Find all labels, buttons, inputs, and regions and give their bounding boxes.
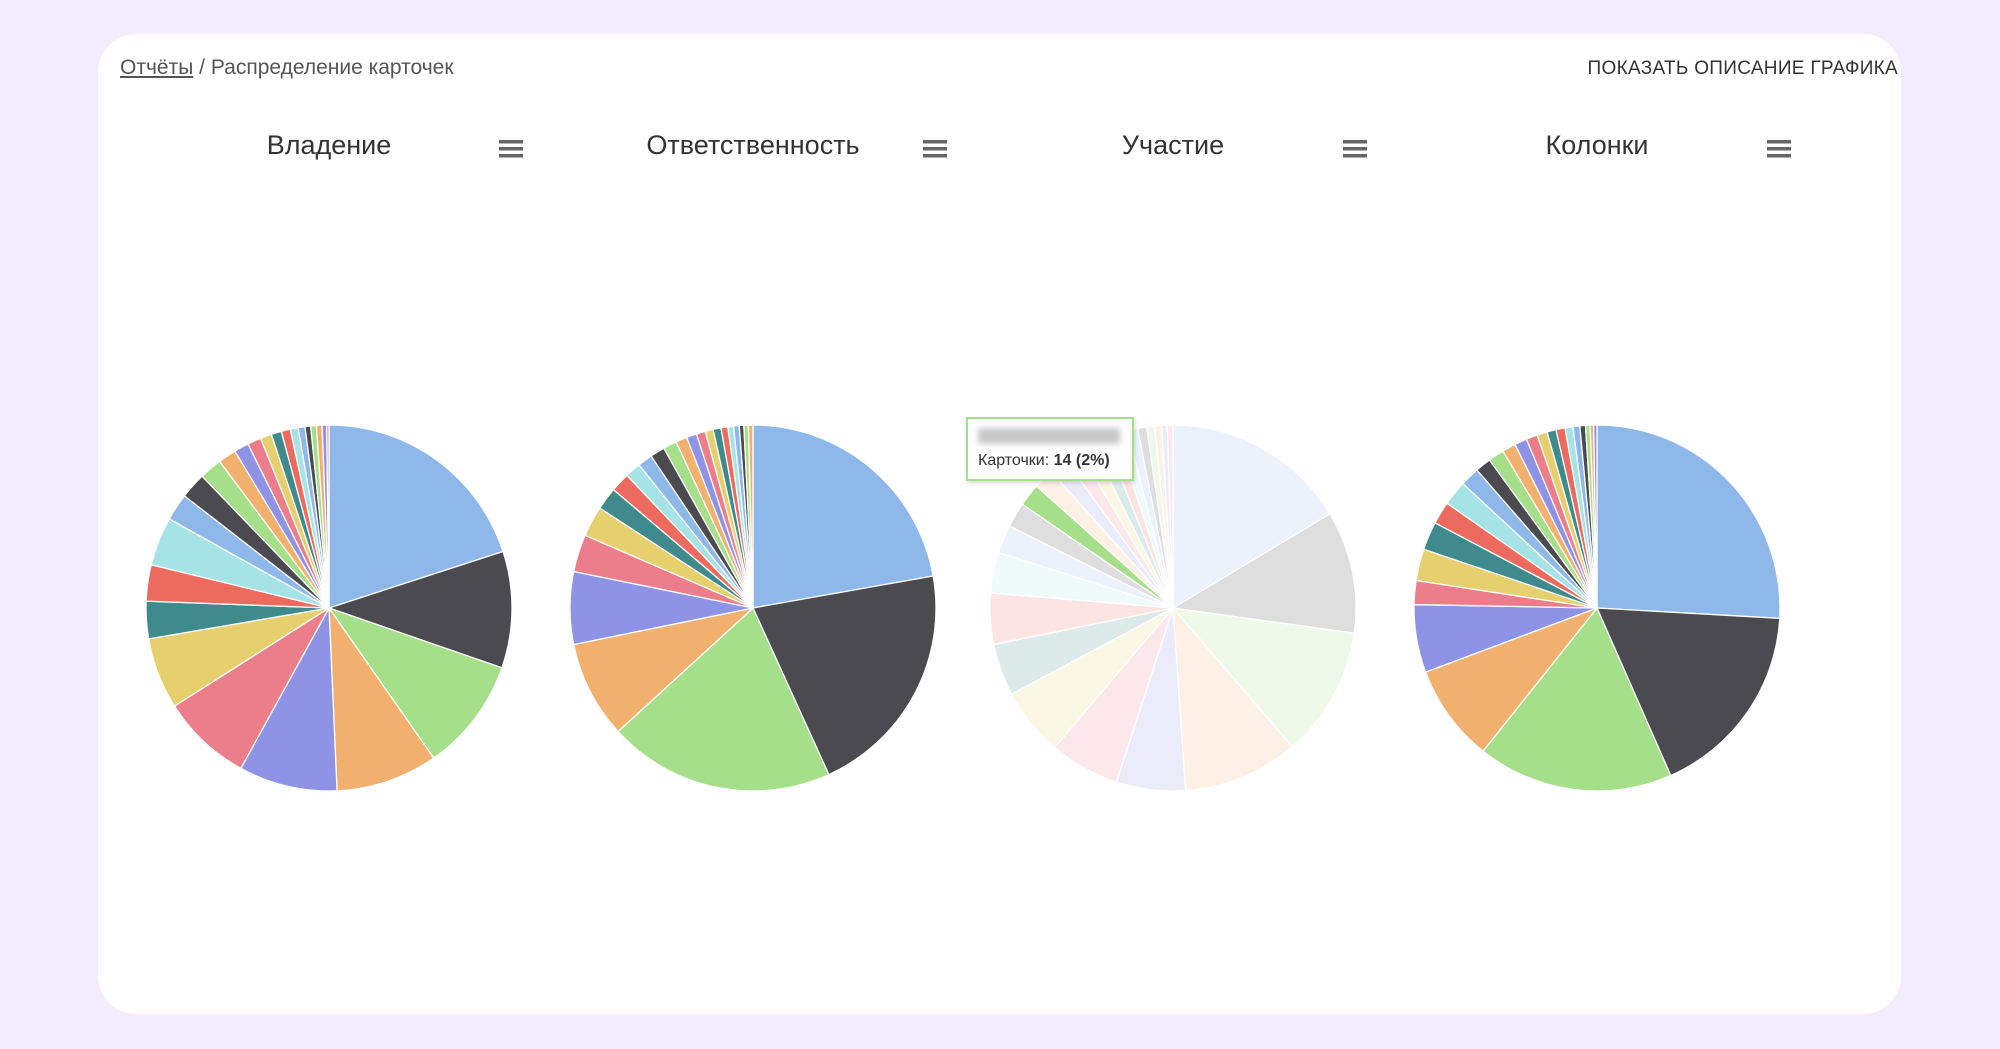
pie-slice xyxy=(747,424,754,609)
tooltip-value: 14 (2%) xyxy=(1053,452,1110,469)
menu-icon-bar xyxy=(1343,147,1367,151)
breadcrumb-current: Распределение карточек xyxy=(210,56,454,79)
menu-icon-bar xyxy=(1767,140,1791,144)
pie-slice xyxy=(617,606,830,792)
menu-icon-bar xyxy=(923,154,947,158)
breadcrumb-link[interactable]: Отчёты xyxy=(120,56,194,79)
chart-menu[interactable] xyxy=(499,140,523,158)
chart-menu[interactable] xyxy=(1767,140,1791,158)
pie-slice xyxy=(1424,606,1599,753)
chart-menu[interactable] xyxy=(923,140,947,158)
chart-title: Колонки xyxy=(1545,130,1648,160)
menu-icon-bar xyxy=(499,140,523,144)
pie-slice xyxy=(1482,606,1672,792)
tooltip: Карточки: 14 (2%) xyxy=(966,417,1134,481)
pie-slice xyxy=(326,424,330,609)
pie-slice xyxy=(328,605,435,792)
pie-slice xyxy=(572,606,756,733)
menu-icon-bar xyxy=(923,140,947,144)
pie-slice xyxy=(752,424,934,609)
pie-slice xyxy=(327,606,503,759)
menu-icon-bar xyxy=(499,154,523,158)
tooltip-label: Карточки: xyxy=(978,452,1050,469)
menu-icon-bar xyxy=(1767,147,1791,151)
show-description-button[interactable]: ПОКАЗАТЬ ОПИСАНИЕ ГРАФИКА xyxy=(1587,58,1898,79)
chart-title: Ответственность xyxy=(646,130,859,160)
pie-slice xyxy=(1596,424,1781,620)
tooltip-text: Карточки: 14 (2%) xyxy=(978,452,1110,470)
pie-slice xyxy=(1592,424,1598,609)
menu-icon-bar xyxy=(1343,140,1367,144)
chart-title: Участие xyxy=(1122,130,1224,160)
pie-slice xyxy=(1172,424,1331,610)
pie-slice xyxy=(326,550,513,669)
pie-slice xyxy=(752,575,937,776)
pie-slice xyxy=(239,605,338,792)
chart-title: Владение xyxy=(267,130,392,160)
pie-slice xyxy=(1172,606,1294,792)
pie-slice xyxy=(1171,607,1355,748)
tooltip-hidden-name xyxy=(978,428,1120,444)
pie-slice xyxy=(1166,424,1174,609)
menu-icon-bar xyxy=(499,147,523,151)
pie-slice xyxy=(1171,512,1357,634)
menu-icon-bar xyxy=(1767,154,1791,158)
pie-slice xyxy=(173,607,330,770)
breadcrumb-separator: / xyxy=(199,56,205,79)
chart-menu[interactable] xyxy=(1343,140,1367,158)
pie-slice xyxy=(328,424,504,609)
menu-icon-bar xyxy=(1343,154,1367,158)
menu-icon-bar xyxy=(923,147,947,151)
breadcrumb: Отчёты / Распределение карточек xyxy=(120,56,454,80)
pie-slice xyxy=(1595,607,1781,777)
